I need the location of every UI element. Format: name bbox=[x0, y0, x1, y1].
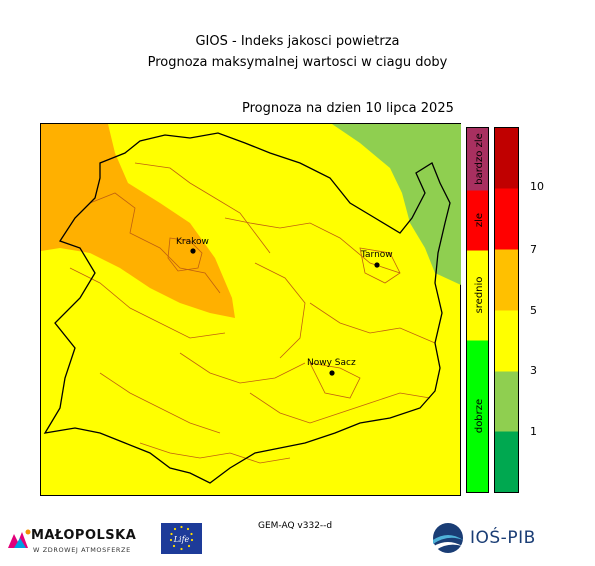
tarnow-marker bbox=[374, 262, 380, 268]
ios-pib-name: IOŚ-PIB bbox=[470, 528, 536, 548]
forecast-date: Prognoza na dzien 10 lipca 2025 bbox=[242, 101, 454, 116]
label-dobrze: dobrze bbox=[474, 399, 485, 433]
index-tick-3: 3 bbox=[530, 364, 537, 377]
category-legend-frame bbox=[466, 127, 489, 493]
index-tick-7: 7 bbox=[530, 243, 537, 256]
index-band-5 bbox=[494, 188, 519, 250]
category-zle bbox=[466, 190, 489, 251]
title-line-2: Prognoza maksymalnej wartosci w ciagu do… bbox=[147, 55, 448, 70]
krakow-label: Krakow bbox=[176, 237, 209, 247]
nowy-sacz-label: Nowy Sacz bbox=[307, 358, 356, 368]
category-dobrze bbox=[466, 340, 489, 493]
index-tick-1: 1 bbox=[530, 425, 537, 438]
model-label: GEM-AQ v332--d bbox=[258, 521, 333, 531]
malopolska-name: MAŁOPOLSKA bbox=[31, 528, 137, 543]
krakow-marker bbox=[190, 248, 196, 254]
air-quality-map: Krakow Tarnow Nowy Sacz bbox=[40, 123, 461, 496]
index-colorbar bbox=[494, 127, 519, 493]
category-srednio bbox=[466, 250, 489, 341]
index-band-3 bbox=[494, 310, 519, 372]
index-band-4 bbox=[494, 249, 519, 311]
eu-life-logo-icon: Life bbox=[161, 523, 202, 554]
index-band-6 bbox=[494, 127, 519, 189]
green-zone bbox=[332, 124, 461, 285]
region-border bbox=[43, 132, 451, 484]
index-colorbar-frame bbox=[494, 127, 519, 493]
tarnow-label: Tarnow bbox=[360, 250, 393, 260]
category-legend: bardzo zle zle srednio dobrze bbox=[466, 127, 489, 493]
index-tick-5: 5 bbox=[530, 304, 537, 317]
label-bardzo-zle: bardzo zle bbox=[474, 133, 485, 184]
malopolska-logo-icon bbox=[8, 529, 31, 548]
index-band-2 bbox=[494, 371, 519, 432]
category-bardzo-zle bbox=[466, 127, 489, 191]
title-line-1: GIOS - Indeks jakosci powietrza bbox=[195, 34, 400, 49]
index-tick-10: 10 bbox=[530, 180, 544, 193]
index-band-1 bbox=[494, 431, 519, 493]
nowy-sacz-marker bbox=[329, 370, 335, 376]
label-zle: zle bbox=[474, 213, 485, 227]
county-borders bbox=[69, 162, 436, 464]
label-srednio: srednio bbox=[474, 277, 485, 314]
eu-life-label: Life bbox=[173, 535, 190, 544]
malopolska-slogan: W ZDROWEJ ATMOSFERZE bbox=[33, 546, 131, 554]
ios-pib-logo-icon bbox=[433, 523, 463, 553]
